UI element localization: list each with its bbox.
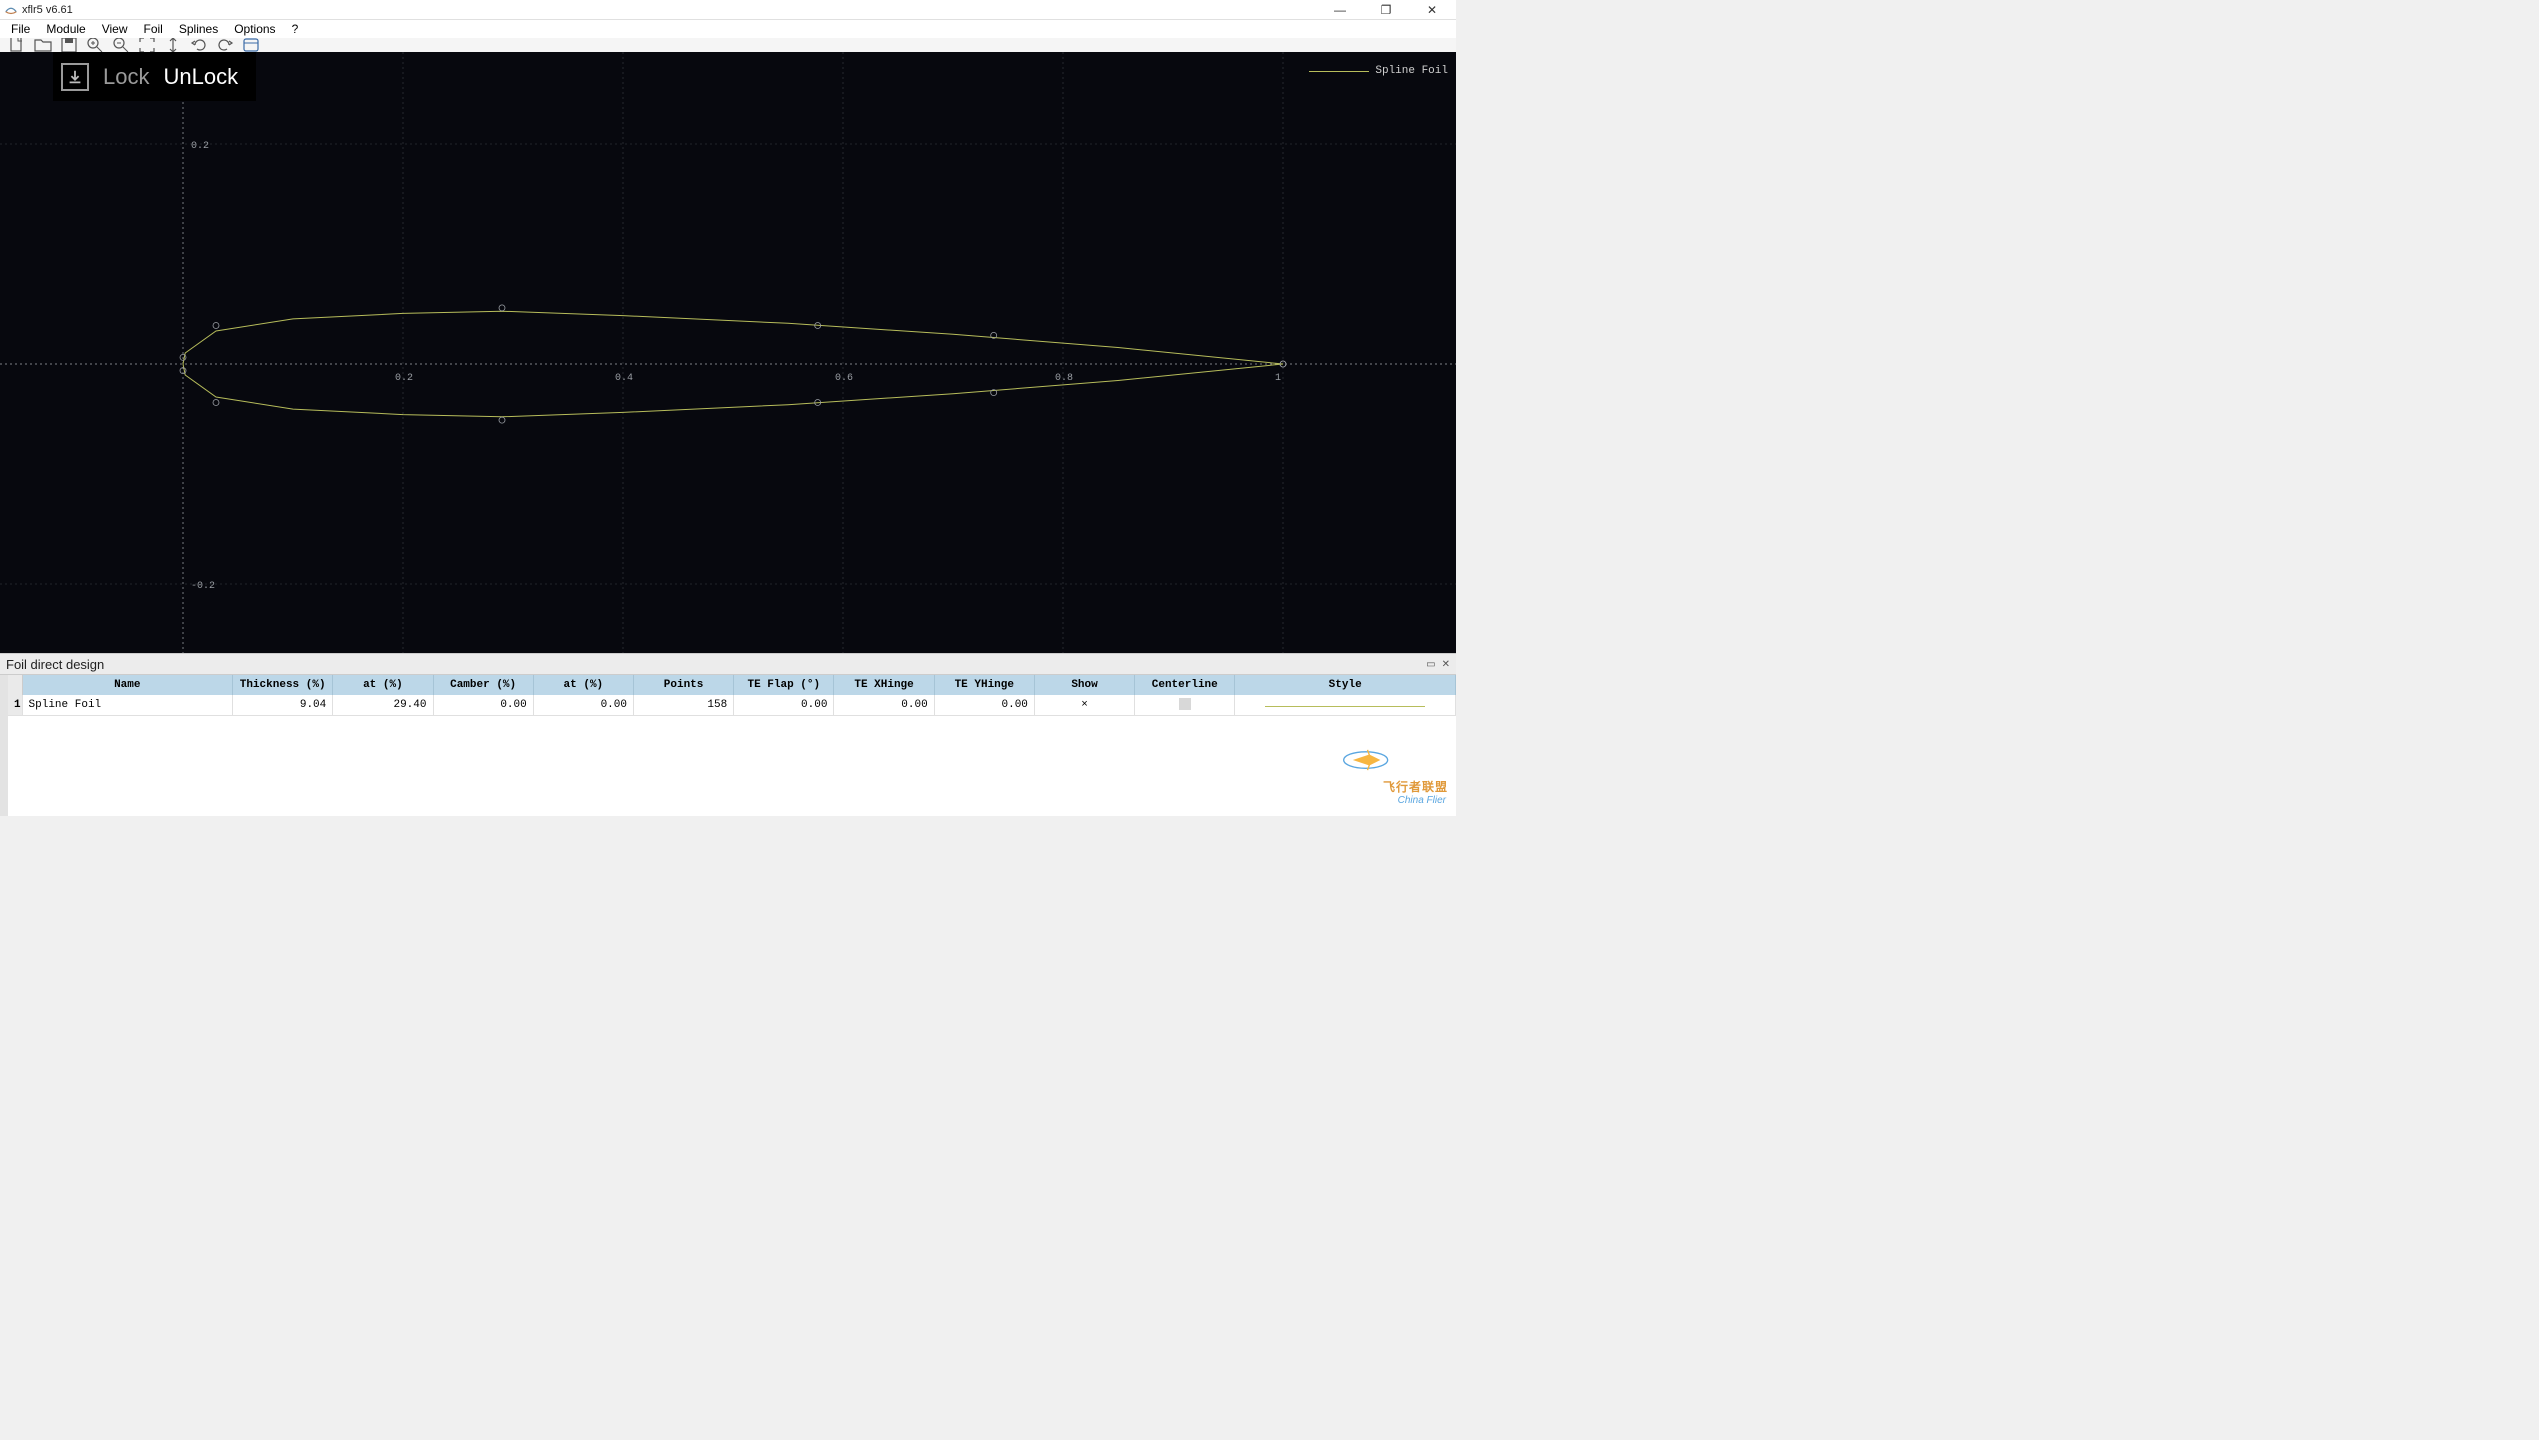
cell-centerline[interactable] xyxy=(1135,695,1235,715)
redo-icon[interactable] xyxy=(214,38,236,52)
minimize-button[interactable]: — xyxy=(1326,3,1354,17)
col-style[interactable]: Style xyxy=(1235,675,1456,695)
open-file-icon[interactable] xyxy=(32,38,54,52)
store-icon[interactable] xyxy=(240,38,262,52)
cell-teflap[interactable]: 0.00 xyxy=(734,695,834,715)
menu-view[interactable]: View xyxy=(95,21,135,37)
col-camber[interactable]: Camber (%) xyxy=(433,675,533,695)
menu-help[interactable]: ? xyxy=(285,21,306,37)
cell-style[interactable] xyxy=(1235,695,1456,715)
svg-text:0.2: 0.2 xyxy=(395,373,413,384)
menu-options[interactable]: Options xyxy=(227,21,282,37)
svg-text:0.4: 0.4 xyxy=(615,373,633,384)
zoom-fit-icon[interactable] xyxy=(136,38,158,52)
menu-splines[interactable]: Splines xyxy=(172,21,225,37)
lock-overlay: Lock UnLock xyxy=(53,52,256,101)
menu-module[interactable]: Module xyxy=(39,21,92,37)
undo-icon[interactable] xyxy=(188,38,210,52)
col-teyhinge[interactable]: TE YHinge xyxy=(934,675,1034,695)
app-icon xyxy=(4,3,18,17)
maximize-button[interactable]: ❐ xyxy=(1372,3,1400,17)
download-icon[interactable] xyxy=(61,63,89,91)
cell-camber[interactable]: 0.00 xyxy=(433,695,533,715)
cell-show[interactable]: × xyxy=(1034,695,1134,715)
col-name[interactable]: Name xyxy=(22,675,233,695)
menu-file[interactable]: File xyxy=(4,21,37,37)
zoom-in-icon[interactable] xyxy=(84,38,106,52)
svg-text:0.8: 0.8 xyxy=(1055,373,1073,384)
window-title: xflr5 v6.61 xyxy=(22,4,73,16)
window-controls: — ❐ ✕ xyxy=(1326,3,1452,17)
panel-close-icon[interactable]: ✕ xyxy=(1442,659,1450,670)
panel-title: Foil direct design xyxy=(6,657,104,672)
cell-at2[interactable]: 0.00 xyxy=(533,695,633,715)
col-thickness[interactable]: Thickness (%) xyxy=(233,675,333,695)
cell-teyhinge[interactable]: 0.00 xyxy=(934,695,1034,715)
row-number: 1 xyxy=(8,695,22,715)
cell-texhinge[interactable]: 0.00 xyxy=(834,695,934,715)
save-file-icon[interactable] xyxy=(58,38,80,52)
col-centerline[interactable]: Centerline xyxy=(1135,675,1235,695)
cell-at1[interactable]: 29.40 xyxy=(333,695,433,715)
panel-title-bar: Foil direct design ▭ ✕ xyxy=(0,653,1456,675)
toolbar xyxy=(0,38,1456,52)
col-texhinge[interactable]: TE XHinge xyxy=(834,675,934,695)
svg-text:1: 1 xyxy=(1275,373,1281,384)
col-at1[interactable]: at (%) xyxy=(333,675,433,695)
zoom-y-icon[interactable] xyxy=(162,38,184,52)
new-file-icon[interactable] xyxy=(6,38,28,52)
cell-points[interactable]: 158 xyxy=(633,695,733,715)
cell-thickness[interactable]: 9.04 xyxy=(233,695,333,715)
legend: Spline Foil xyxy=(1309,65,1448,77)
design-canvas[interactable]: 0.2 0.4 0.6 0.8 1 0.2 -0.2 Spline Foil Lock U… xyxy=(0,52,1456,653)
col-show[interactable]: Show xyxy=(1034,675,1134,695)
foil-grid[interactable]: Name Thickness (%) at (%) Camber (%) at … xyxy=(8,675,1456,716)
cell-name[interactable]: Spline Foil xyxy=(22,695,233,715)
col-at2[interactable]: at (%) xyxy=(533,675,633,695)
plot-svg: 0.2 0.4 0.6 0.8 1 0.2 -0.2 xyxy=(0,52,1456,653)
lock-label[interactable]: Lock xyxy=(103,64,149,90)
legend-line-sample xyxy=(1309,71,1369,72)
svg-text:0.2: 0.2 xyxy=(191,141,209,152)
table-row[interactable]: 1 Spline Foil 9.04 29.40 0.00 0.00 158 0… xyxy=(8,695,1456,715)
col-teflap[interactable]: TE Flap (°) xyxy=(734,675,834,695)
menu-bar: File Module View Foil Splines Options ? xyxy=(0,20,1456,38)
centerline-swatch xyxy=(1179,698,1191,710)
panel-float-icon[interactable]: ▭ xyxy=(1426,659,1435,670)
style-line xyxy=(1265,706,1425,707)
svg-text:0.6: 0.6 xyxy=(835,373,853,384)
title-bar: xflr5 v6.61 — ❐ ✕ xyxy=(0,0,1456,20)
grid-header-row: Name Thickness (%) at (%) Camber (%) at … xyxy=(8,675,1456,695)
foil-grid-wrap: Name Thickness (%) at (%) Camber (%) at … xyxy=(0,675,1456,816)
svg-text:-0.2: -0.2 xyxy=(191,581,215,592)
menu-foil[interactable]: Foil xyxy=(137,21,170,37)
close-button[interactable]: ✕ xyxy=(1418,3,1446,17)
legend-label: Spline Foil xyxy=(1375,65,1448,77)
zoom-out-icon[interactable] xyxy=(110,38,132,52)
col-points[interactable]: Points xyxy=(633,675,733,695)
unlock-label[interactable]: UnLock xyxy=(163,64,238,90)
